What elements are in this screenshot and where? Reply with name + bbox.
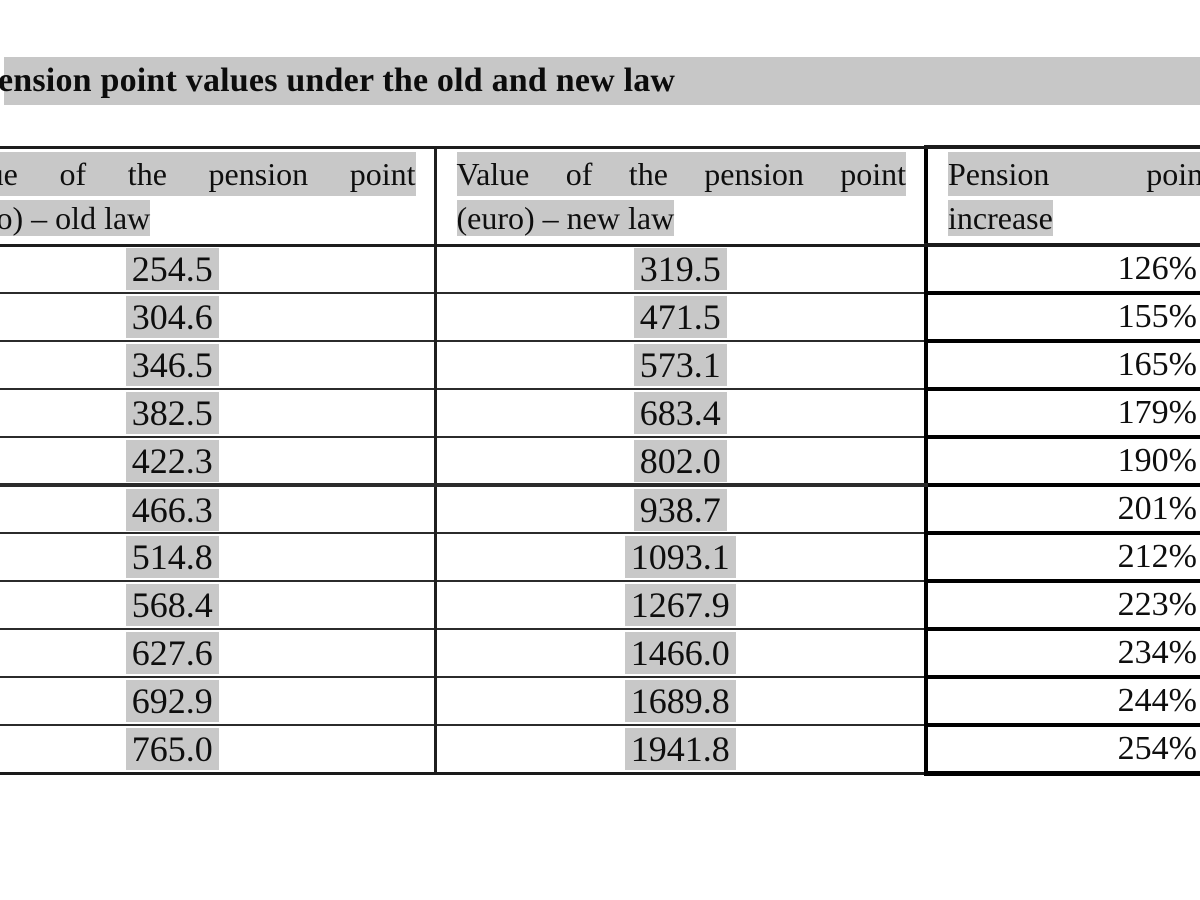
section-title: Pension point values under the old and n… bbox=[0, 62, 676, 99]
table-row: 346.5 573.1 165% bbox=[0, 341, 1200, 391]
table-row: 304.6 471.5 155% bbox=[0, 293, 1200, 343]
new-law-value: 471.5 bbox=[633, 296, 727, 338]
header-increase-line2-wrap: increase bbox=[948, 196, 1200, 240]
new-law-value: 1093.1 bbox=[624, 536, 736, 578]
new-law-cell: 573.1 bbox=[433, 341, 926, 390]
old-law-value: 568.4 bbox=[125, 584, 219, 626]
new-law-cell: 802.0 bbox=[433, 437, 926, 487]
old-law-value: 514.8 bbox=[125, 536, 219, 578]
table-body: 254.5 319.5 126% 304.6 471.5 155% 346.5 … bbox=[0, 245, 1200, 776]
new-law-cell: 683.4 bbox=[433, 389, 926, 438]
new-law-value: 1466.0 bbox=[624, 632, 736, 674]
new-law-cell: 1941.8 bbox=[433, 725, 926, 775]
new-law-cell: 1267.9 bbox=[433, 581, 926, 630]
header-increase: Pension point increase bbox=[924, 145, 1200, 247]
header-new-law: Value of the pension point (euro) – new … bbox=[433, 145, 926, 247]
increase-cell: 201% bbox=[924, 485, 1200, 535]
header-new-law-line1: Value of the pension point bbox=[456, 151, 906, 196]
section-title-bar: Pension point values under the old and n… bbox=[0, 57, 1200, 105]
old-law-cell: 254.5 bbox=[0, 245, 435, 294]
increase-cell: 223% bbox=[924, 581, 1200, 631]
increase-value: 201% bbox=[1117, 490, 1197, 527]
old-law-value: 466.3 bbox=[125, 488, 219, 531]
table-header: Value of the pension point (euro) – old … bbox=[0, 145, 1200, 247]
increase-cell: 179% bbox=[924, 389, 1200, 439]
header-old-law: Value of the pension point (euro) – old … bbox=[0, 145, 435, 247]
table-row: 466.3 938.7 201% bbox=[0, 485, 1200, 535]
header-new-law-line2-wrap: (euro) – new law bbox=[456, 196, 907, 240]
increase-cell: 190% bbox=[924, 437, 1200, 487]
new-law-cell: 1466.0 bbox=[433, 629, 926, 678]
increase-value: 155% bbox=[1117, 298, 1197, 335]
old-law-value: 627.6 bbox=[125, 632, 219, 674]
old-law-value: 422.3 bbox=[125, 439, 219, 482]
old-law-cell: 304.6 bbox=[0, 293, 435, 342]
new-law-value: 938.7 bbox=[633, 488, 727, 531]
header-old-law-line2-wrap: (euro) – old law bbox=[0, 196, 416, 240]
new-law-cell: 1093.1 bbox=[433, 533, 926, 582]
header-old-law-line1: Value of the pension point bbox=[0, 151, 416, 196]
table-row: 382.5 683.4 179% bbox=[0, 389, 1200, 439]
header-new-law-line2: (euro) – new law bbox=[456, 199, 675, 236]
new-law-value: 1941.8 bbox=[624, 727, 736, 770]
old-law-cell: 514.8 bbox=[0, 533, 435, 582]
increase-value: 234% bbox=[1117, 634, 1197, 671]
new-law-cell: 471.5 bbox=[433, 293, 926, 342]
new-law-value: 1267.9 bbox=[624, 584, 736, 626]
header-old-law-line2: (euro) – old law bbox=[0, 199, 151, 236]
pension-values-table: Value of the pension point (euro) – old … bbox=[0, 145, 1200, 776]
table-row: 568.4 1267.9 223% bbox=[0, 581, 1200, 631]
increase-value: 165% bbox=[1117, 346, 1197, 383]
new-law-value: 802.0 bbox=[633, 439, 727, 482]
increase-cell: 244% bbox=[924, 677, 1200, 727]
old-law-cell: 422.3 bbox=[0, 437, 435, 487]
new-law-value: 683.4 bbox=[633, 392, 727, 434]
old-law-value: 346.5 bbox=[125, 344, 219, 386]
increase-value: 126% bbox=[1117, 250, 1197, 287]
increase-cell: 165% bbox=[924, 341, 1200, 391]
old-law-value: 382.5 bbox=[125, 392, 219, 434]
table-row: 514.8 1093.1 212% bbox=[0, 533, 1200, 583]
old-law-cell: 466.3 bbox=[0, 485, 435, 534]
new-law-cell: 1689.8 bbox=[433, 677, 926, 726]
old-law-value: 254.5 bbox=[125, 248, 219, 291]
old-law-value: 304.6 bbox=[125, 296, 219, 338]
header-increase-line1: Pension point bbox=[948, 152, 1200, 196]
increase-cell: 212% bbox=[924, 533, 1200, 583]
increase-value: 254% bbox=[1117, 729, 1197, 767]
table-row: 627.6 1466.0 234% bbox=[0, 629, 1200, 679]
old-law-cell: 765.0 bbox=[0, 725, 435, 775]
old-law-cell: 346.5 bbox=[0, 341, 435, 390]
increase-value: 190% bbox=[1117, 442, 1197, 479]
increase-value: 244% bbox=[1117, 682, 1197, 719]
increase-cell: 126% bbox=[924, 245, 1200, 295]
header-row: Value of the pension point (euro) – old … bbox=[0, 145, 1200, 247]
old-law-cell: 692.9 bbox=[0, 677, 435, 726]
old-law-cell: 382.5 bbox=[0, 389, 435, 438]
increase-cell: 254% bbox=[924, 725, 1200, 776]
table-row: 254.5 319.5 126% bbox=[0, 245, 1200, 295]
increase-value: 179% bbox=[1117, 394, 1197, 431]
table-row: 422.3 802.0 190% bbox=[0, 437, 1200, 487]
increase-cell: 155% bbox=[924, 293, 1200, 343]
increase-cell: 234% bbox=[924, 629, 1200, 679]
old-law-cell: 627.6 bbox=[0, 629, 435, 678]
increase-value: 223% bbox=[1117, 586, 1197, 623]
old-law-cell: 568.4 bbox=[0, 581, 435, 630]
new-law-value: 1689.8 bbox=[624, 680, 736, 722]
table-row: 692.9 1689.8 244% bbox=[0, 677, 1200, 727]
new-law-value: 573.1 bbox=[633, 344, 727, 386]
new-law-value: 319.5 bbox=[633, 248, 727, 291]
old-law-value: 765.0 bbox=[125, 727, 219, 770]
new-law-cell: 938.7 bbox=[433, 485, 926, 534]
old-law-value: 692.9 bbox=[125, 680, 219, 722]
header-increase-line2: increase bbox=[948, 200, 1053, 236]
new-law-cell: 319.5 bbox=[433, 245, 926, 294]
increase-value: 212% bbox=[1117, 538, 1197, 575]
table-row: 765.0 1941.8 254% bbox=[0, 725, 1200, 776]
